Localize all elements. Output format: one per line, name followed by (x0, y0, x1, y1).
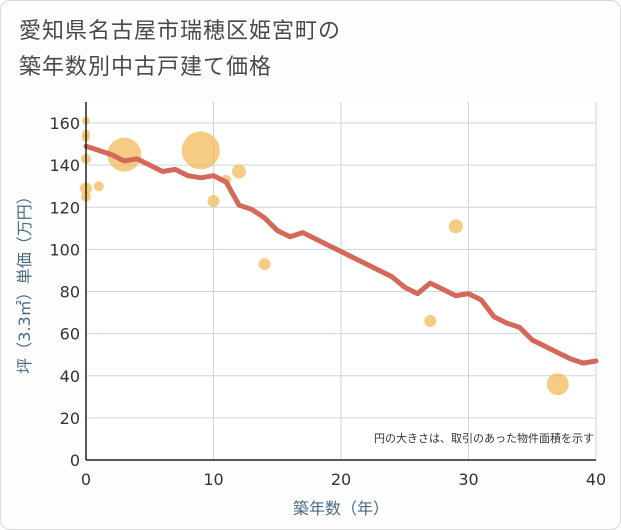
trend-series (83, 143, 599, 366)
scatter-point (93, 181, 104, 192)
title-line-2: 築年数別中古戸建て価格 (19, 55, 273, 80)
scatter-point (181, 131, 220, 170)
y-axis-label: 坪（3.3㎡）単価（万円） (15, 188, 34, 373)
scatter-point (448, 219, 463, 234)
scatter-point (424, 315, 437, 328)
size-note: 円の大きさは、取引のあった物件面積を示す (374, 431, 594, 445)
grid-lines (86, 102, 597, 460)
y-tick-label: 120 (49, 198, 80, 217)
y-tick-label: 160 (49, 114, 80, 133)
scatter-point (232, 164, 246, 179)
y-tick-label: 0 (70, 451, 80, 470)
y-tick-label: 20 (60, 409, 80, 428)
y-tick-label: 60 (60, 325, 80, 344)
axes (85, 102, 596, 461)
x-tick-label: 10 (203, 470, 223, 489)
scatter-point (207, 194, 220, 207)
scatter-point (258, 258, 271, 271)
x-axis-label: 築年数（年） (293, 499, 389, 518)
trend-line (83, 143, 599, 366)
x-tick-label: 20 (331, 470, 351, 489)
bubble-series (80, 116, 569, 396)
x-tick-label: 40 (586, 470, 606, 489)
y-tick-label: 100 (49, 240, 80, 259)
scatter-point (546, 373, 569, 396)
chart-title: 愛知県名古屋市瑞穂区姫宮町の 築年数別中古戸建て価格 (19, 14, 341, 86)
x-tick-label: 30 (458, 470, 478, 489)
y-tick-label: 40 (60, 367, 80, 386)
y-tick-label: 140 (49, 156, 80, 175)
title-line-1: 愛知県名古屋市瑞穂区姫宮町の (19, 19, 342, 44)
y-tick-label: 80 (60, 283, 80, 302)
tick-labels: 0 20 40 60 80 100 120 140 160 0 10 20 30 40 (49, 114, 606, 489)
x-tick-label: 0 (81, 470, 91, 489)
scatter-point (107, 137, 142, 172)
